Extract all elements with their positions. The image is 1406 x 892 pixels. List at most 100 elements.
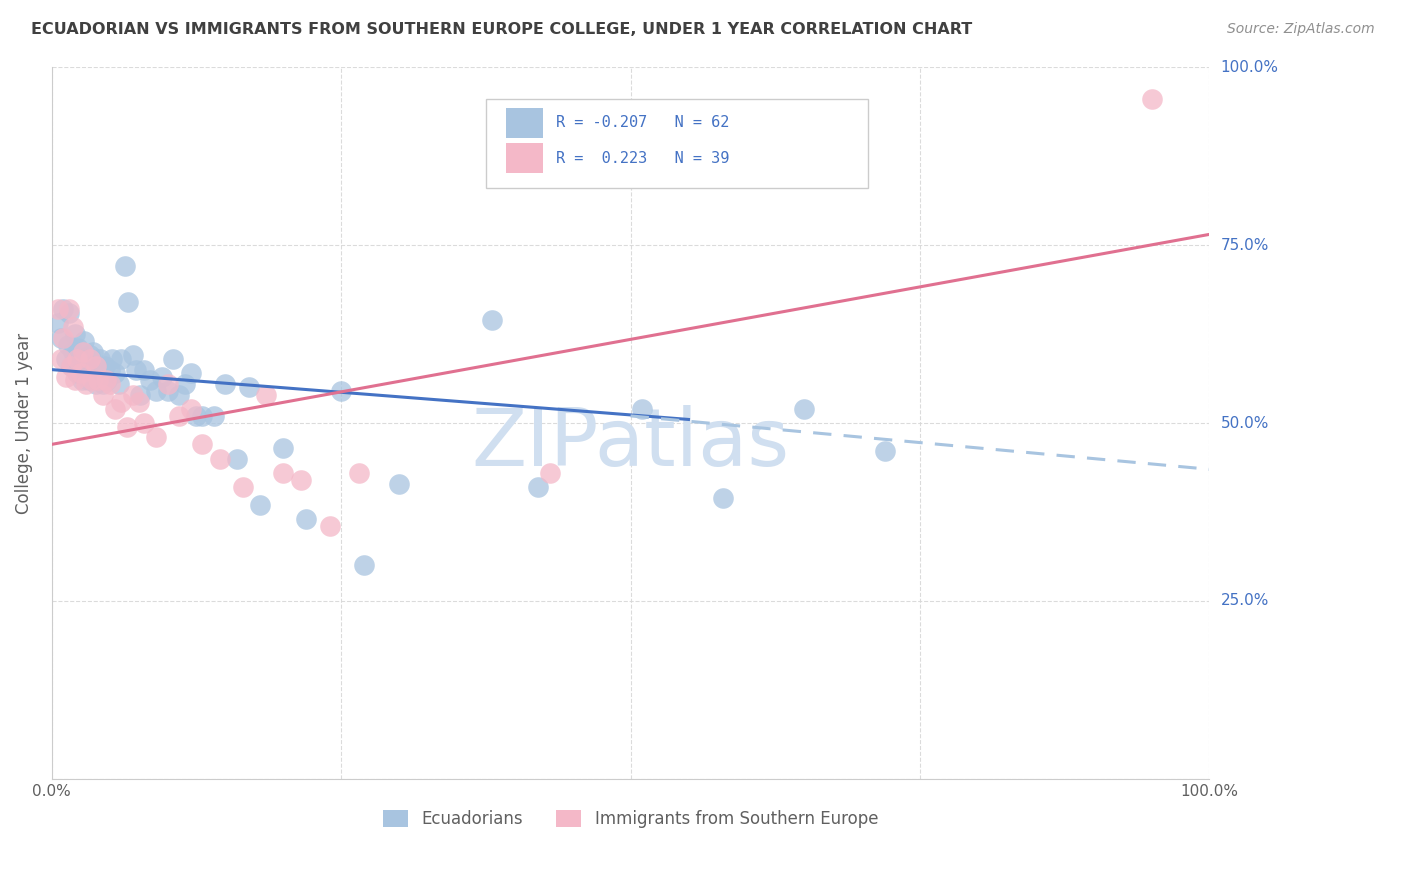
- Text: 50.0%: 50.0%: [1220, 416, 1268, 431]
- Point: [84, 376, 107, 391]
- Point: [538, 466, 561, 480]
- Point: [55, 351, 77, 366]
- Point: [52, 302, 75, 317]
- Point: [527, 480, 550, 494]
- Point: [150, 369, 173, 384]
- Point: [55, 369, 77, 384]
- Point: [58, 306, 80, 320]
- Point: [91, 376, 114, 391]
- Point: [156, 384, 179, 398]
- Point: [70, 373, 93, 387]
- Point: [76, 359, 98, 373]
- Point: [69, 366, 91, 380]
- Point: [295, 512, 318, 526]
- Text: ZIPatlas: ZIPatlas: [471, 405, 790, 483]
- Point: [226, 451, 249, 466]
- Point: [875, 444, 897, 458]
- Point: [173, 376, 195, 391]
- Text: 25.0%: 25.0%: [1220, 593, 1268, 608]
- FancyBboxPatch shape: [486, 99, 868, 188]
- Point: [62, 344, 84, 359]
- Point: [79, 351, 101, 366]
- Point: [271, 441, 294, 455]
- Text: 100.0%: 100.0%: [1220, 60, 1278, 75]
- Point: [186, 409, 208, 423]
- Point: [114, 260, 136, 274]
- Point: [72, 344, 94, 359]
- Point: [191, 437, 214, 451]
- Point: [162, 351, 184, 366]
- Point: [63, 373, 86, 387]
- Point: [125, 362, 148, 376]
- Point: [76, 373, 98, 387]
- Point: [318, 519, 340, 533]
- Legend: Ecuadorians, Immigrants from Southern Europe: Ecuadorians, Immigrants from Southern Eu…: [377, 803, 884, 835]
- Point: [167, 409, 190, 423]
- Point: [60, 359, 83, 373]
- Point: [79, 348, 101, 362]
- Point: [63, 326, 86, 341]
- Point: [73, 334, 96, 348]
- Point: [52, 330, 75, 344]
- Point: [330, 384, 353, 398]
- Point: [139, 373, 162, 387]
- Bar: [506, 144, 543, 173]
- Point: [134, 362, 156, 376]
- Point: [117, 295, 139, 310]
- Point: [49, 330, 72, 344]
- Point: [84, 359, 107, 373]
- Text: R = -0.207   N = 62: R = -0.207 N = 62: [557, 115, 730, 130]
- Point: [104, 401, 127, 416]
- Point: [134, 416, 156, 430]
- Point: [711, 491, 734, 505]
- Point: [67, 341, 90, 355]
- Point: [232, 480, 254, 494]
- Point: [62, 319, 84, 334]
- Point: [110, 351, 132, 366]
- Point: [98, 376, 121, 391]
- Point: [271, 466, 294, 480]
- Point: [290, 473, 312, 487]
- Point: [353, 558, 375, 573]
- Point: [115, 419, 138, 434]
- Point: [46, 302, 69, 317]
- Point: [49, 351, 72, 366]
- Point: [1140, 92, 1163, 106]
- Point: [208, 451, 231, 466]
- Text: 75.0%: 75.0%: [1220, 237, 1268, 252]
- Point: [481, 313, 503, 327]
- Point: [76, 376, 98, 391]
- Point: [249, 498, 271, 512]
- Point: [156, 376, 179, 391]
- Point: [202, 409, 225, 423]
- Point: [238, 380, 260, 394]
- Point: [46, 317, 69, 331]
- Point: [145, 430, 167, 444]
- Point: [80, 366, 103, 380]
- Point: [56, 337, 79, 351]
- Point: [128, 387, 150, 401]
- Text: ECUADORIAN VS IMMIGRANTS FROM SOUTHERN EUROPE COLLEGE, UNDER 1 YEAR CORRELATION : ECUADORIAN VS IMMIGRANTS FROM SOUTHERN E…: [31, 22, 972, 37]
- Point: [89, 351, 111, 366]
- Point: [110, 394, 132, 409]
- Point: [214, 376, 236, 391]
- Point: [87, 362, 110, 376]
- Point: [58, 302, 80, 317]
- Point: [180, 401, 202, 416]
- Point: [66, 351, 89, 366]
- Point: [91, 387, 114, 401]
- Point: [388, 476, 411, 491]
- Text: R =  0.223   N = 39: R = 0.223 N = 39: [557, 151, 730, 166]
- Point: [94, 359, 117, 373]
- Point: [167, 387, 190, 401]
- Point: [96, 373, 118, 387]
- Point: [101, 351, 124, 366]
- Point: [254, 387, 277, 401]
- Point: [121, 387, 143, 401]
- Point: [82, 344, 104, 359]
- Point: [96, 373, 118, 387]
- Point: [82, 373, 104, 387]
- Text: Source: ZipAtlas.com: Source: ZipAtlas.com: [1227, 22, 1375, 37]
- Y-axis label: College, Under 1 year: College, Under 1 year: [15, 333, 32, 514]
- Point: [108, 376, 131, 391]
